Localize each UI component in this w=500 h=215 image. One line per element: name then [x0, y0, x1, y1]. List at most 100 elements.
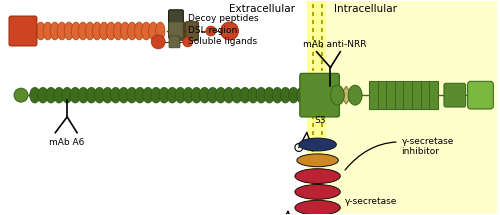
Bar	[320, 99, 323, 103]
Bar	[320, 131, 323, 135]
Ellipse shape	[118, 87, 129, 103]
Bar	[312, 123, 314, 127]
Bar	[312, 83, 314, 87]
Text: mAb A6: mAb A6	[50, 138, 85, 146]
Text: Extracellular: Extracellular	[230, 4, 296, 14]
Ellipse shape	[288, 87, 298, 103]
Bar	[320, 36, 323, 40]
Bar	[312, 20, 314, 24]
Bar	[320, 154, 323, 158]
Polygon shape	[314, 86, 326, 104]
Ellipse shape	[248, 87, 258, 103]
Circle shape	[152, 35, 165, 49]
Ellipse shape	[208, 87, 218, 103]
Bar	[302, 1, 326, 214]
Bar	[312, 28, 314, 32]
Bar	[320, 68, 323, 71]
Bar	[320, 4, 323, 8]
Bar	[312, 107, 314, 111]
Text: Soluble ligands: Soluble ligands	[188, 37, 257, 46]
Bar	[312, 12, 314, 16]
FancyBboxPatch shape	[186, 22, 198, 40]
Bar	[320, 75, 323, 79]
Ellipse shape	[272, 87, 282, 103]
Polygon shape	[340, 86, 352, 104]
Ellipse shape	[70, 87, 80, 103]
Bar	[312, 60, 314, 64]
Ellipse shape	[114, 22, 123, 40]
Bar	[312, 202, 314, 206]
Ellipse shape	[38, 87, 48, 103]
Bar	[312, 170, 314, 174]
Ellipse shape	[224, 87, 234, 103]
Circle shape	[220, 22, 238, 40]
Bar	[320, 123, 323, 127]
Ellipse shape	[57, 22, 66, 40]
Text: DSL region: DSL region	[188, 26, 237, 35]
Bar	[312, 146, 314, 150]
Bar	[320, 52, 323, 56]
Bar	[320, 178, 323, 182]
Ellipse shape	[62, 87, 72, 103]
Ellipse shape	[159, 87, 170, 103]
FancyBboxPatch shape	[172, 22, 184, 40]
Bar	[369, 81, 438, 109]
Bar	[320, 202, 323, 206]
Bar	[312, 154, 314, 158]
Ellipse shape	[299, 138, 337, 151]
Ellipse shape	[64, 22, 74, 40]
Ellipse shape	[240, 87, 250, 103]
Bar	[320, 20, 323, 24]
Ellipse shape	[126, 87, 137, 103]
Bar	[312, 178, 314, 182]
Ellipse shape	[232, 87, 242, 103]
Bar	[312, 115, 314, 119]
Bar	[312, 91, 314, 95]
Bar	[320, 12, 323, 16]
Ellipse shape	[71, 22, 81, 40]
Ellipse shape	[43, 22, 52, 40]
Ellipse shape	[264, 87, 274, 103]
Bar	[312, 52, 314, 56]
Bar	[312, 75, 314, 79]
Ellipse shape	[280, 87, 290, 103]
Bar	[312, 99, 314, 103]
Ellipse shape	[106, 22, 116, 40]
Bar	[320, 210, 323, 214]
Bar	[320, 186, 323, 190]
FancyBboxPatch shape	[168, 10, 184, 27]
Circle shape	[206, 26, 216, 36]
Ellipse shape	[36, 22, 46, 40]
Ellipse shape	[134, 22, 144, 40]
Ellipse shape	[348, 85, 362, 105]
FancyBboxPatch shape	[9, 16, 37, 46]
Ellipse shape	[100, 22, 108, 40]
Ellipse shape	[167, 87, 177, 103]
Ellipse shape	[78, 22, 88, 40]
Ellipse shape	[192, 87, 202, 103]
Bar	[312, 186, 314, 190]
Circle shape	[183, 37, 192, 47]
Ellipse shape	[86, 22, 94, 40]
Bar	[320, 139, 323, 143]
Bar	[320, 162, 323, 166]
Bar	[312, 139, 314, 143]
Ellipse shape	[50, 22, 59, 40]
Circle shape	[14, 88, 28, 102]
Bar	[312, 131, 314, 135]
FancyBboxPatch shape	[300, 74, 340, 117]
FancyBboxPatch shape	[444, 83, 466, 107]
Text: γ-secretase: γ-secretase	[346, 197, 398, 206]
Ellipse shape	[156, 22, 165, 40]
Ellipse shape	[134, 87, 145, 103]
FancyBboxPatch shape	[468, 81, 493, 109]
Ellipse shape	[200, 87, 210, 103]
Bar	[312, 162, 314, 166]
Bar	[312, 44, 314, 48]
Ellipse shape	[175, 87, 186, 103]
Text: mAb anti-NRR: mAb anti-NRR	[303, 40, 366, 49]
Ellipse shape	[256, 87, 266, 103]
Bar	[312, 210, 314, 214]
Ellipse shape	[151, 87, 162, 103]
Bar	[320, 83, 323, 87]
